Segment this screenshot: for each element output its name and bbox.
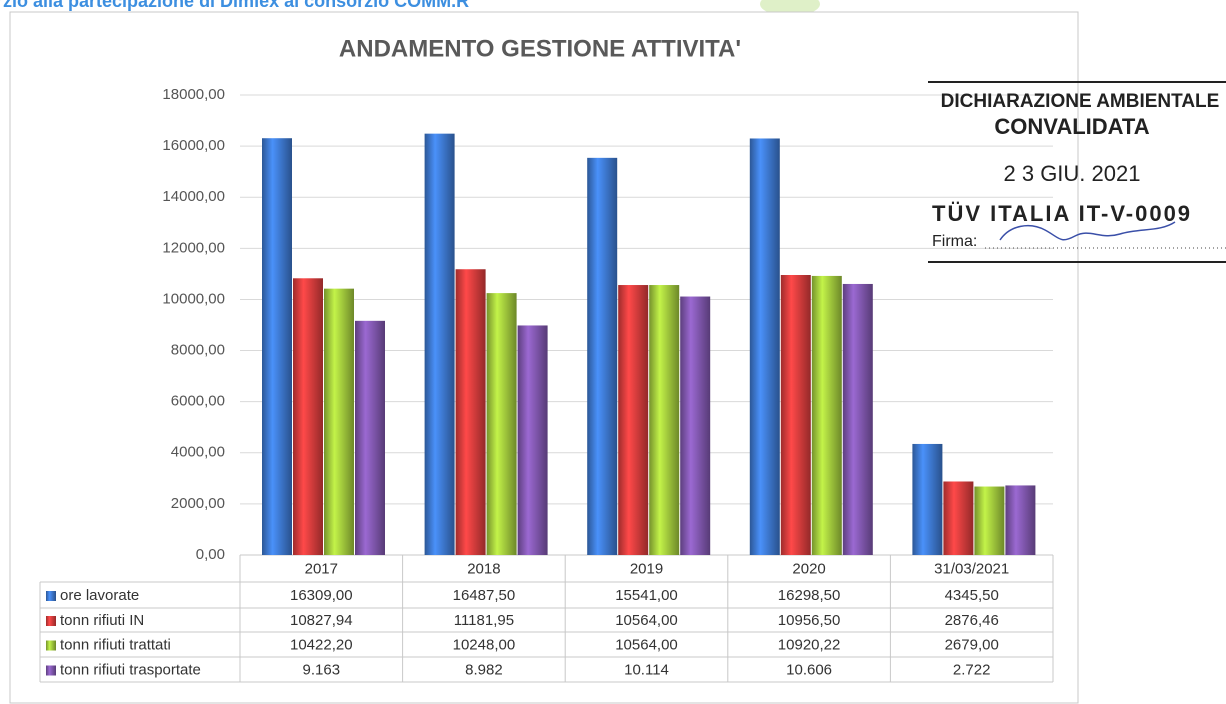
table-cell: 16487,50	[453, 587, 516, 604]
legend-label: tonn rifiuti trasportate	[60, 661, 201, 678]
x-tick-label: 2018	[467, 560, 500, 577]
bar	[1005, 485, 1036, 555]
legend-swatch	[46, 665, 56, 676]
signature	[999, 221, 1176, 241]
table-cell: 16309,00	[290, 587, 353, 604]
bar	[618, 285, 649, 555]
table-cell: 15541,00	[615, 587, 678, 604]
stamp-line1: DICHIARAZIONE AMBIENTALE	[941, 91, 1220, 112]
y-tick-label: 16000,00	[162, 137, 225, 154]
x-tick-label: 2017	[305, 560, 338, 577]
table-cell: 2876,46	[945, 612, 999, 629]
bar	[517, 325, 548, 555]
table-cell: 10.114	[624, 661, 669, 678]
bar	[455, 269, 486, 555]
stamp-line2: CONVALIDATA	[994, 114, 1149, 139]
table-cell: 10827,94	[290, 612, 353, 629]
bar	[811, 275, 842, 555]
bar	[680, 296, 711, 555]
y-tick-label: 2000,00	[171, 495, 225, 512]
table-cell: 10564,00	[615, 612, 678, 629]
header-text: rzio alla partecipazione di Dimlex al co…	[0, 0, 469, 11]
chart-title: ANDAMENTO GESTIONE ATTIVITA'	[339, 35, 741, 62]
bar	[780, 275, 811, 555]
bar	[293, 278, 323, 555]
stamp-body: TÜV ITALIA IT-V-0009	[932, 201, 1192, 226]
bar	[587, 157, 618, 555]
bar	[649, 285, 680, 555]
y-tick-label: 8000,00	[171, 342, 225, 359]
x-tick-label: 2019	[630, 560, 663, 577]
y-tick-label: 18000,00	[162, 86, 225, 103]
y-tick-label: 6000,00	[171, 393, 225, 410]
bar	[912, 443, 943, 555]
bar	[974, 486, 1005, 555]
table-cell: 4345,50	[945, 587, 999, 604]
bar	[486, 293, 517, 555]
legend-label: tonn rifiuti IN	[60, 612, 144, 629]
bar	[749, 138, 780, 555]
table-cell: 8.982	[465, 661, 503, 678]
bar	[424, 133, 455, 555]
table-cell: 10564,00	[615, 636, 678, 653]
table-cell: 2.722	[953, 661, 991, 678]
table-cell: 11181,95	[454, 612, 514, 629]
bar	[324, 288, 354, 555]
table-cell: 10956,50	[778, 612, 841, 629]
bar	[943, 481, 974, 555]
stamp: DICHIARAZIONE AMBIENTALE CONVALIDATA 2 3…	[928, 81, 1226, 263]
x-tick-label: 2020	[792, 560, 825, 577]
table-cell: 10248,00	[453, 636, 516, 653]
y-tick-label: 4000,00	[171, 444, 225, 461]
y-tick-label: 10000,00	[162, 290, 225, 307]
table-cell: 10920,22	[778, 636, 841, 653]
stamp-sign: Firma:	[932, 233, 977, 250]
legend-label: tonn rifiuti trattati	[60, 636, 171, 653]
bar	[355, 320, 385, 555]
legend-swatch	[46, 640, 56, 651]
y-tick-label: 0,00	[196, 546, 225, 563]
table-cell: 10.606	[786, 661, 832, 678]
legend-label: ore lavorate	[60, 587, 139, 604]
legend-swatch	[46, 616, 56, 626]
table-cell: 9.163	[303, 661, 341, 678]
y-tick-label: 12000,00	[162, 239, 225, 256]
table-cell: 2679,00	[945, 636, 999, 653]
table-cell: 10422,20	[290, 636, 353, 653]
y-tick-label: 14000,00	[162, 188, 225, 205]
bar	[842, 283, 873, 555]
table-cell: 16298,50	[778, 587, 841, 604]
legend-swatch	[46, 591, 56, 601]
x-tick-label: 31/03/2021	[934, 560, 1009, 577]
bar	[262, 138, 292, 555]
stamp-date: 2 3 GIU. 2021	[1004, 161, 1141, 186]
